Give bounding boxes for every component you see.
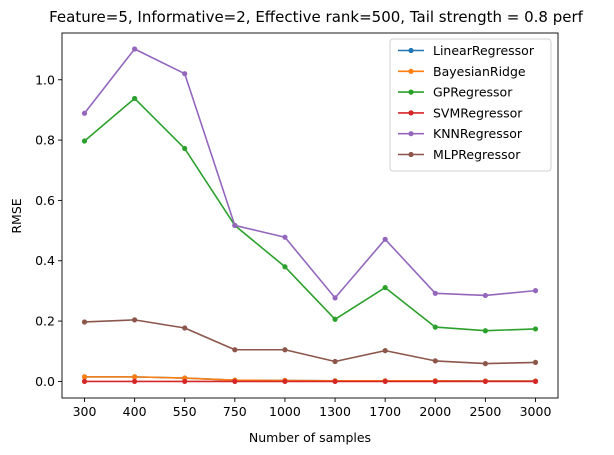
data-point: [432, 324, 438, 330]
data-point: [232, 222, 238, 229]
data-point: [432, 358, 438, 364]
data-point: [182, 378, 188, 385]
data-point: [232, 378, 238, 385]
x-tick-label: 400: [123, 404, 147, 419]
legend-marker: [408, 89, 414, 95]
legend-label: KNNRegressor: [433, 126, 523, 141]
data-point: [81, 378, 88, 385]
x-axis-ticks: 300 400 550 750 1000 1300 1700 2000 2500 3000: [73, 398, 552, 419]
plot-lines: [83, 48, 536, 383]
data-point: [332, 295, 338, 301]
data-point: [332, 378, 338, 385]
series-line-1: [84, 376, 536, 382]
data-point: [132, 378, 138, 385]
data-point: [81, 138, 88, 144]
series-line-5: [84, 319, 536, 365]
data-point: [382, 236, 388, 242]
data-point: [132, 317, 138, 323]
data-point: [282, 234, 288, 240]
data-point: [482, 378, 488, 385]
data-point: [182, 145, 188, 152]
data-point: [182, 325, 188, 331]
legend-box: [389, 38, 552, 172]
series-line-4: [83, 48, 536, 299]
data-point: [132, 95, 138, 102]
data-point: [532, 288, 539, 294]
data-point: [81, 110, 88, 116]
plot-frame: [61, 32, 559, 399]
data-point: [282, 378, 288, 385]
data-point: [482, 328, 488, 334]
y-tick-label: 0.0: [35, 374, 55, 389]
legend-label: LinearRegressor: [433, 43, 535, 58]
data-point: [282, 347, 288, 353]
x-tick-label: 1700: [369, 404, 401, 419]
legend-label: BayesianRidge: [433, 64, 526, 79]
y-axis-label: RMSE: [9, 198, 24, 233]
plot-markers: [81, 46, 539, 385]
legend-marker: [408, 131, 414, 137]
data-point: [382, 284, 388, 291]
data-point: [332, 316, 338, 322]
y-tick-label: 0.4: [35, 253, 55, 268]
legend: LinearRegressor BayesianRidge GPRegressor S…: [389, 38, 552, 172]
x-tick-label: 2000: [419, 404, 451, 419]
chart-title: Feature=5, Informative=2, Effective rank…: [49, 8, 584, 26]
legend-marker: [408, 110, 414, 116]
x-axis-label: Number of samples: [249, 430, 371, 445]
data-point: [532, 378, 539, 385]
legend-label: GPRegressor: [433, 85, 513, 100]
x-tick-label: 550: [173, 404, 197, 419]
data-point: [532, 359, 539, 366]
data-point: [482, 292, 488, 299]
data-point: [332, 358, 338, 365]
legend-marker: [408, 151, 414, 158]
legend-marker: [408, 68, 414, 74]
data-point: [382, 378, 388, 385]
x-tick-label: 3000: [520, 404, 552, 419]
y-tick-label: 1.0: [35, 72, 55, 87]
legend-label: MLPRegressor: [433, 147, 521, 162]
data-point: [432, 378, 438, 385]
x-tick-label: 2500: [469, 404, 501, 419]
data-point: [81, 374, 88, 380]
data-point: [232, 347, 238, 353]
x-tick-label: 1000: [269, 404, 301, 419]
data-point: [132, 46, 138, 52]
x-tick-label: 1300: [319, 404, 351, 419]
data-point: [282, 264, 288, 270]
legend-marker: [408, 47, 414, 54]
y-tick-label: 0.6: [35, 193, 55, 208]
data-point: [81, 319, 88, 325]
data-point: [182, 71, 188, 77]
y-tick-label: 0.8: [35, 133, 55, 148]
series-line-2: [83, 97, 536, 332]
legend-label: SVMRegressor: [433, 105, 523, 120]
data-point: [532, 326, 539, 332]
x-tick-label: 750: [223, 404, 247, 419]
y-tick-label: 0.2: [35, 314, 55, 329]
y-axis-ticks: 0.0 0.2 0.4 0.6 0.8 1.0: [35, 72, 62, 389]
x-tick-label: 300: [73, 404, 97, 419]
data-point: [432, 290, 438, 296]
data-point: [132, 374, 138, 380]
data-point: [482, 361, 488, 367]
data-point: [382, 348, 388, 354]
